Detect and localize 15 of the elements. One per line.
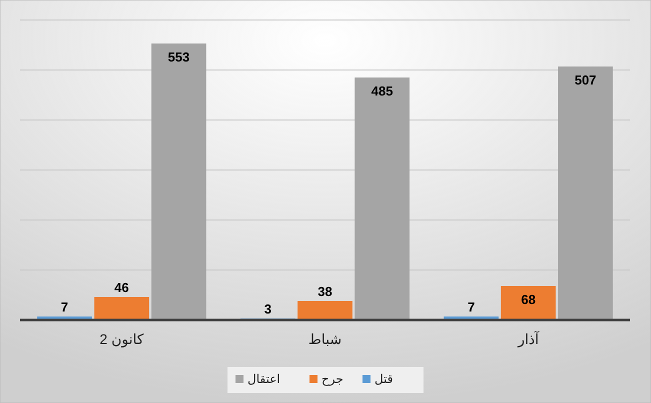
legend-label: قتل bbox=[374, 372, 393, 386]
legend-label: جرح bbox=[322, 372, 344, 386]
x-tick-label: كانون 2 bbox=[100, 331, 144, 348]
data-label: 7 bbox=[468, 300, 475, 314]
data-label: 38 bbox=[318, 284, 332, 299]
legend-label: اعتقال bbox=[248, 372, 280, 386]
data-label: 68 bbox=[521, 292, 536, 307]
data-label: 553 bbox=[168, 50, 190, 64]
data-label: 46 bbox=[114, 280, 129, 295]
x-tick-label: آذار bbox=[516, 330, 540, 348]
x-tick-label: شباط bbox=[308, 331, 342, 347]
data-label: 7 bbox=[60, 300, 68, 314]
data-label: 485 bbox=[371, 84, 393, 98]
data-label: 507 bbox=[574, 72, 596, 88]
data-label: 3 bbox=[264, 302, 272, 316]
